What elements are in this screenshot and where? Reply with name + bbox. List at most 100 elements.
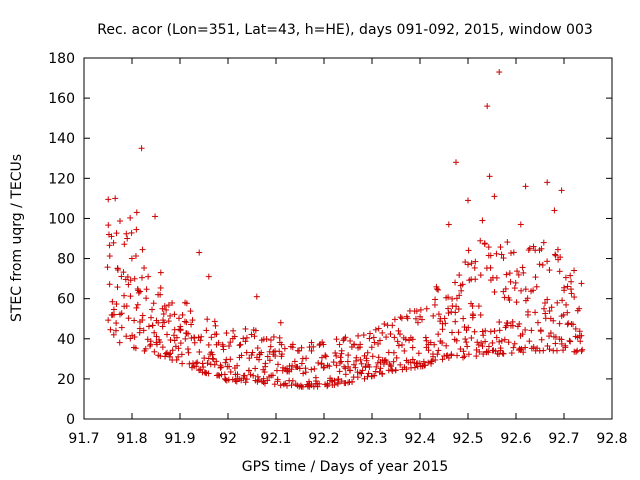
data-point [250,372,257,379]
data-point [322,352,329,359]
data-point [248,331,255,338]
data-point [200,364,207,371]
data-point [358,360,365,367]
data-point [104,264,111,271]
data-point [157,291,164,298]
data-point [204,360,211,367]
data-point [298,360,305,367]
data-point [247,371,254,378]
data-point [167,350,174,357]
data-point [468,260,475,267]
data-point [316,380,323,387]
data-point [243,349,250,356]
x-tick-label: 92 [219,431,237,447]
data-point [318,354,325,361]
data-point [234,371,241,378]
data-point [209,355,216,362]
data-point [146,342,153,349]
x-tick-label: 91.8 [116,431,147,447]
data-point [385,349,392,356]
data-point [106,281,113,288]
plot-frame [83,57,613,420]
data-point [142,345,149,352]
data-point [210,356,217,363]
data-point [368,344,375,351]
data-point [560,311,567,318]
data-point [461,323,468,330]
data-point [113,320,120,327]
data-point [183,330,190,337]
data-point [496,319,503,326]
data-point [211,318,218,325]
data-point [197,337,204,344]
data-point [149,306,156,313]
data-point [274,378,281,385]
data-point [477,272,484,279]
data-point [482,338,489,345]
data-point [510,249,517,256]
data-point [121,241,128,248]
data-point [402,336,409,343]
data-point [564,309,571,316]
data-point [544,179,551,186]
data-point [302,369,309,376]
data-point [342,365,349,372]
data-point [106,253,113,260]
data-point [534,319,541,326]
data-point [422,334,429,341]
data-point [453,337,460,344]
y-axis-label: STEC from uqrg / TECUs [9,154,25,322]
data-point [395,327,402,334]
data-point [337,354,344,361]
data-point [318,360,325,367]
data-point [475,303,482,310]
data-point [571,294,578,301]
data-point [522,326,529,333]
data-point [198,333,205,340]
data-point [298,344,305,351]
data-point [416,360,423,367]
data-point [110,239,117,246]
data-point [112,195,119,202]
data-point [335,376,342,383]
data-point [540,239,547,246]
data-point [562,344,569,351]
data-point [227,368,234,375]
data-point [379,329,386,336]
data-point [276,348,283,355]
data-point [385,367,392,374]
data-point [387,363,394,370]
x-tick-label: 91.9 [164,431,195,447]
data-point [431,301,438,308]
data-point [288,382,295,389]
data-point [487,328,494,335]
data-point [432,296,439,303]
data-point [145,323,152,330]
data-point [552,340,559,347]
data-point [418,316,425,323]
data-point [513,299,520,306]
data-point [375,340,382,347]
data-point [567,338,574,345]
data-point [511,340,518,347]
data-point [465,197,471,204]
x-tick-label: 92.4 [404,431,435,447]
data-point [139,246,146,253]
data-point [245,367,252,374]
data-point [533,283,540,290]
data-point [262,363,269,370]
data-point [493,250,500,257]
x-tick-label: 92.1 [260,431,291,447]
data-point [144,336,151,343]
data-point [435,311,442,318]
data-point [269,372,276,379]
data-point [153,333,160,340]
data-point [491,288,498,295]
data-point [556,320,563,327]
data-point [165,318,172,325]
data-point [425,347,432,354]
data-point [145,273,152,280]
data-point [114,265,121,272]
data-point [251,333,258,340]
data-point [227,356,234,363]
